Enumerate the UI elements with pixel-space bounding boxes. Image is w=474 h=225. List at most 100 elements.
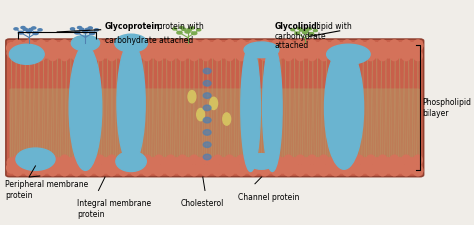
Ellipse shape [47,39,58,52]
Ellipse shape [389,164,400,176]
Ellipse shape [366,50,376,61]
Circle shape [85,28,90,31]
Ellipse shape [277,162,288,174]
Ellipse shape [201,164,211,176]
Ellipse shape [301,48,311,59]
Ellipse shape [69,45,102,170]
Ellipse shape [389,39,400,52]
Ellipse shape [124,162,135,174]
Ellipse shape [289,162,300,174]
Ellipse shape [354,50,364,61]
Text: Integral membrane
protein: Integral membrane protein [77,199,151,219]
Ellipse shape [12,164,23,176]
Ellipse shape [230,48,240,59]
Ellipse shape [77,42,88,54]
Ellipse shape [82,164,94,176]
Ellipse shape [16,148,55,170]
Ellipse shape [271,39,282,52]
Ellipse shape [248,154,258,165]
Ellipse shape [313,157,323,168]
Ellipse shape [154,154,164,165]
Ellipse shape [65,157,75,168]
Ellipse shape [265,162,276,174]
Ellipse shape [47,164,58,176]
Ellipse shape [59,164,70,176]
Ellipse shape [342,164,353,176]
Ellipse shape [336,42,347,54]
Ellipse shape [65,162,76,174]
Ellipse shape [112,48,123,59]
Ellipse shape [154,50,164,61]
Ellipse shape [289,48,300,59]
Ellipse shape [136,157,146,168]
Ellipse shape [206,42,218,54]
Ellipse shape [59,50,70,61]
Circle shape [191,32,197,35]
Ellipse shape [130,50,140,61]
Ellipse shape [77,48,87,59]
Ellipse shape [224,50,235,61]
Text: lipid with: lipid with [314,22,351,31]
Ellipse shape [389,154,400,165]
Ellipse shape [348,48,358,59]
Ellipse shape [213,50,223,61]
Circle shape [305,29,309,31]
Ellipse shape [189,154,199,165]
Ellipse shape [377,164,388,176]
Ellipse shape [7,157,17,168]
Ellipse shape [136,42,147,54]
Ellipse shape [247,164,259,176]
Ellipse shape [71,50,82,61]
Ellipse shape [124,157,135,168]
Circle shape [32,27,36,29]
Ellipse shape [189,39,200,52]
Ellipse shape [18,42,29,54]
Circle shape [302,31,307,34]
Ellipse shape [107,154,117,165]
Ellipse shape [283,164,294,176]
Ellipse shape [42,48,52,59]
Ellipse shape [59,39,70,52]
Ellipse shape [203,130,211,135]
Ellipse shape [213,154,223,165]
Ellipse shape [194,42,206,54]
Ellipse shape [241,162,253,174]
Ellipse shape [36,39,46,52]
Ellipse shape [177,50,187,61]
Ellipse shape [71,35,100,51]
Ellipse shape [212,39,223,52]
Ellipse shape [71,39,82,52]
Ellipse shape [354,154,364,165]
Ellipse shape [95,50,105,61]
Circle shape [313,30,317,32]
Circle shape [191,27,194,29]
Ellipse shape [412,164,424,176]
Text: attached: attached [274,41,309,50]
Ellipse shape [301,42,312,54]
Ellipse shape [48,50,58,61]
Ellipse shape [160,157,170,168]
Ellipse shape [142,50,152,61]
Ellipse shape [9,44,44,64]
Ellipse shape [395,42,406,54]
Ellipse shape [116,151,146,171]
Ellipse shape [41,162,53,174]
Ellipse shape [165,39,176,52]
Circle shape [94,29,99,31]
Ellipse shape [312,42,323,54]
Ellipse shape [183,157,193,168]
Ellipse shape [129,39,141,52]
Ellipse shape [53,162,64,174]
Circle shape [23,28,27,30]
Ellipse shape [12,50,23,61]
Ellipse shape [118,50,128,61]
Ellipse shape [377,39,388,52]
Ellipse shape [94,164,106,176]
Ellipse shape [12,39,23,52]
Ellipse shape [260,154,270,165]
Ellipse shape [406,162,418,174]
Ellipse shape [201,154,211,165]
Ellipse shape [254,157,264,168]
Circle shape [308,28,311,30]
Ellipse shape [348,157,358,168]
